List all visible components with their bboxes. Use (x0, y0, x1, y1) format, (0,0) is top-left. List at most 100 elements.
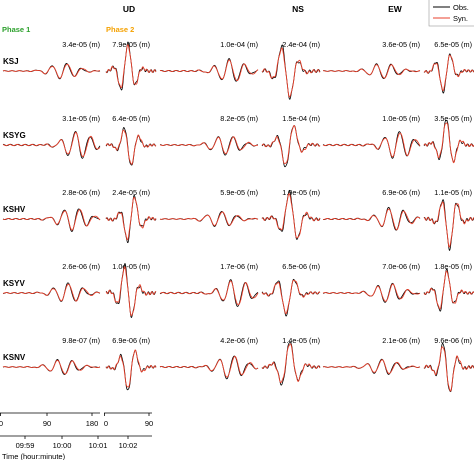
phase1-tick-label-180: 180 (86, 419, 99, 428)
legend-box (428, 0, 474, 27)
synthetic-trace (159, 211, 259, 226)
phase1-label: Phase 1 (2, 25, 30, 34)
observed-trace (322, 63, 421, 79)
synthetic-trace (322, 64, 421, 79)
time-label-0959: 09:59 (16, 441, 35, 450)
amplitude-label-ud-phase1: 2.8e-06 (m) (62, 188, 100, 197)
synthetic-trace (261, 343, 321, 384)
component-header-ud: UD (123, 4, 135, 14)
amplitude-label-ns-phase2: 1.4e-05 (m) (282, 336, 320, 345)
observed-trace (423, 119, 474, 163)
amplitude-label-ud-phase1: 3.1e-05 (m) (62, 114, 100, 123)
component-header-ns: NS (292, 4, 304, 14)
synthetic-trace (423, 54, 474, 92)
station-label-ksyv: KSYV (3, 279, 25, 288)
time-label-1001: 10:01 (89, 441, 108, 450)
amplitude-label-ns-phase2: 1.9e-05 (m) (282, 188, 320, 197)
station-row-ksj: KSJ 3.4e-05 (m) 7.9e-05 (m) 1.0e-04 (m) 2.4e… (2, 40, 474, 100)
amplitude-label-ud-phase2: 2.4e-05 (m) (112, 188, 150, 197)
amplitude-label-ns-phase2: 6.5e-06 (m) (282, 262, 320, 271)
synthetic-trace (322, 132, 421, 158)
amplitude-label-ew-phase1: 6.9e-06 (m) (382, 188, 420, 197)
time-label-1000: 10:00 (53, 441, 72, 450)
amplitude-label-ew-phase2: 9.6e-06 (m) (434, 336, 472, 345)
amplitude-label-ud-phase2: 1.0e-05 (m) (112, 262, 150, 271)
synthetic-trace (105, 349, 157, 388)
synthetic-trace (105, 196, 157, 241)
phase2-tick-label-90: 90 (145, 419, 153, 428)
amplitude-label-ew-phase2: 6.5e-05 (m) (434, 40, 472, 49)
time-label-1002: 10:02 (119, 441, 138, 450)
observed-trace (159, 58, 259, 82)
time-axis-xlabel: Time (hour:minute) (2, 452, 66, 460)
amplitude-label-ns-phase1: 5.9e-05 (m) (220, 188, 258, 197)
observed-trace (261, 189, 321, 240)
observed-trace (322, 282, 421, 303)
synthetic-trace (423, 346, 474, 392)
amplitude-label-ns-phase1: 1.7e-06 (m) (220, 262, 258, 271)
amplitude-label-ud-phase1: 3.4e-05 (m) (62, 40, 100, 49)
amplitude-label-ew-phase1: 3.6e-05 (m) (382, 40, 420, 49)
observed-trace (261, 44, 321, 100)
synthetic-trace (2, 131, 101, 158)
legend-obs-label: Obs. (453, 3, 469, 12)
synthetic-trace (159, 355, 259, 378)
synthetic-trace (159, 59, 259, 82)
synthetic-trace (322, 208, 421, 231)
observed-trace (423, 343, 474, 393)
observed-trace (159, 279, 259, 307)
observed-trace (322, 206, 421, 231)
station-label-ksnv: KSNV (3, 353, 26, 362)
legend: Obs. Syn. (428, 0, 474, 27)
component-header-ew: EW (388, 4, 403, 14)
observed-trace (261, 342, 321, 386)
synthetic-trace (322, 283, 421, 302)
synthetic-trace (105, 44, 157, 89)
amplitude-label-ew-phase1: 1.0e-05 (m) (382, 114, 420, 123)
amplitude-label-ud-phase2: 6.9e-06 (m) (112, 336, 150, 345)
synthetic-trace (423, 122, 474, 164)
station-row-ksyv: KSYV 2.6e-06 (m) 1.0e-05 (m) 1.7e-06 (m) 6.5… (2, 262, 474, 319)
observed-trace (261, 278, 321, 317)
amplitude-label-ns-phase1: 8.2e-05 (m) (220, 114, 258, 123)
synthetic-trace (423, 270, 474, 310)
phase1-tick-label-90: 90 (43, 419, 51, 428)
synthetic-trace (2, 283, 101, 302)
amplitude-label-ns-phase2: 1.5e-04 (m) (282, 114, 320, 123)
station-row-ksyg: KSYG 3.1e-05 (m) 6.4e-05 (m) 8.2e-05 (m) 1.5… (2, 114, 474, 168)
amplitude-label-ns-phase1: 4.2e-06 (m) (220, 336, 258, 345)
synthetic-trace (322, 359, 421, 374)
station-row-kshv: KSHV 2.8e-06 (m) 2.4e-05 (m) 5.9e-05 (m) 1.9… (2, 188, 474, 251)
observed-trace (159, 355, 259, 380)
synthetic-trace (261, 192, 321, 239)
observed-trace (423, 268, 474, 312)
station-label-ksj: KSJ (3, 57, 19, 66)
synthetic-trace (105, 266, 157, 317)
synthetic-trace (261, 279, 321, 315)
synthetic-trace (261, 125, 321, 165)
phase2-label: Phase 2 (106, 25, 134, 34)
observed-trace (105, 41, 157, 91)
amplitude-label-ud-phase2: 7.9e-05 (m) (112, 40, 150, 49)
observed-trace (423, 53, 474, 94)
time-axis: 0 90 180 0 90 09:59 10:00 10:01 10:02 Ti… (0, 412, 153, 460)
phase2-tick-label-0: 0 (104, 419, 108, 428)
synthetic-trace (105, 129, 157, 165)
station-label-ksyg: KSYG (3, 131, 26, 140)
observed-trace (159, 136, 259, 156)
synthetic-trace (2, 359, 101, 375)
amplitude-label-ud-phase2: 6.4e-05 (m) (112, 114, 150, 123)
synthetic-trace (2, 209, 101, 231)
phase1-tick-label-0: 0 (0, 419, 3, 428)
station-row-ksnv: KSNV 9.8e-07 (m) 6.9e-06 (m) 4.2e-06 (m) 1.4… (2, 336, 474, 393)
station-label-kshv: KSHV (3, 205, 26, 214)
amplitude-label-ew-phase2: 3.5e-05 (m) (434, 114, 472, 123)
observed-trace (105, 263, 157, 319)
amplitude-label-ew-phase2: 1.8e-05 (m) (434, 262, 472, 271)
synthetic-trace (159, 136, 259, 155)
synthetic-trace (261, 47, 321, 98)
amplitude-label-ns-phase1: 1.0e-04 (m) (220, 40, 258, 49)
amplitude-label-ew-phase1: 7.0e-06 (m) (382, 262, 420, 271)
synthetic-trace (2, 63, 101, 79)
